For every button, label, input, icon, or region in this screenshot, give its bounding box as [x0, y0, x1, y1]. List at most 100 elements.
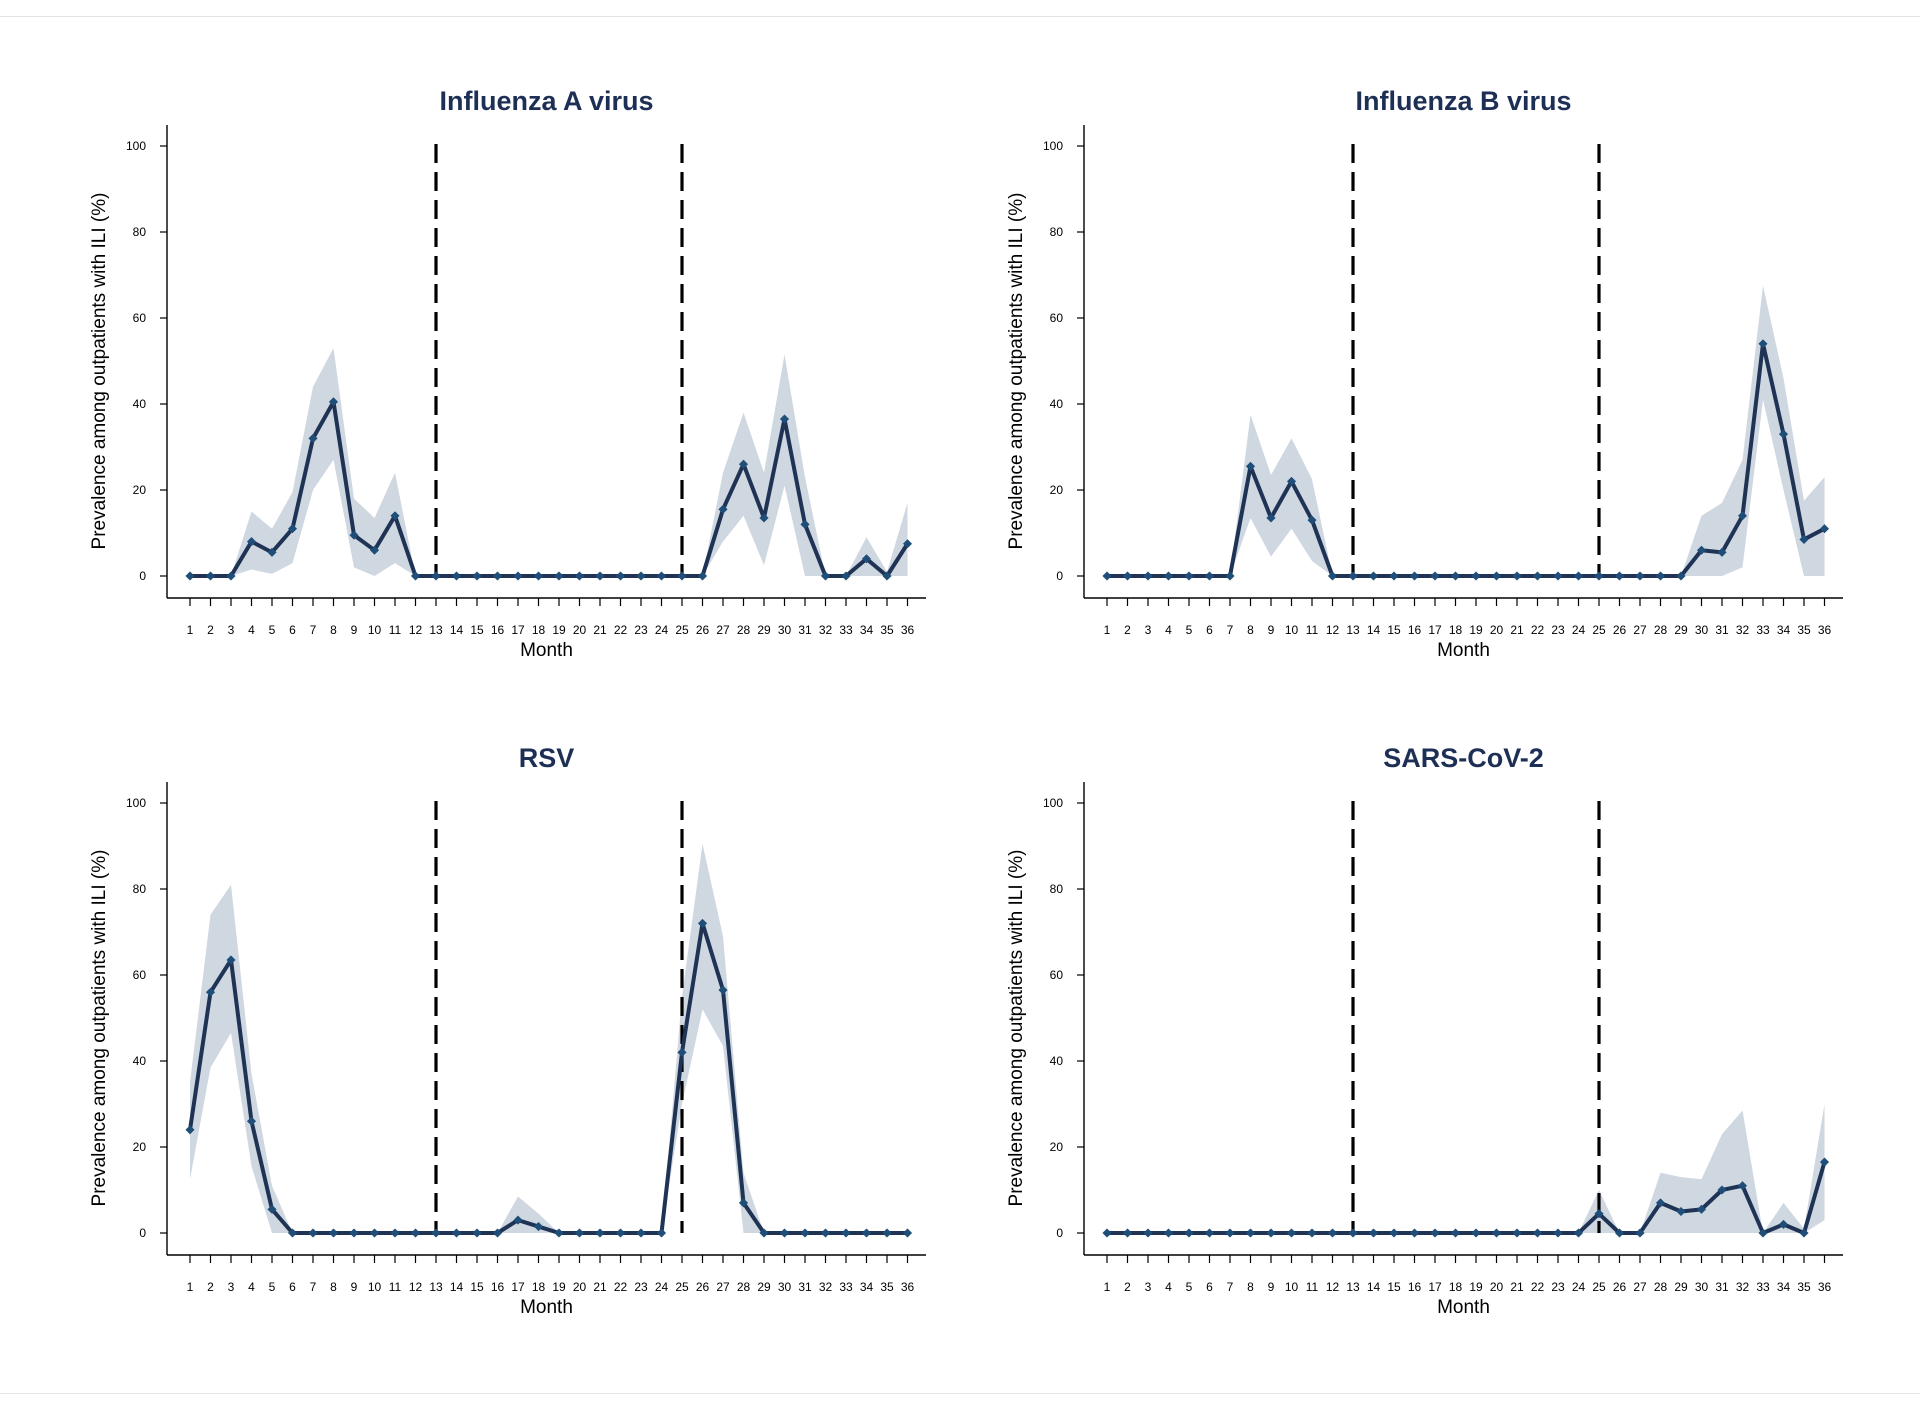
x-tick-label: 14	[1367, 623, 1381, 637]
x-tick-label: 31	[798, 623, 812, 637]
x-tick-label: 8	[1247, 623, 1254, 637]
x-tick-label: 18	[532, 1280, 546, 1294]
data-point-marker	[1327, 1228, 1338, 1238]
bottom-border-line	[0, 1393, 1920, 1394]
data-point-marker	[1594, 571, 1604, 581]
x-tick-label: 32	[819, 1280, 833, 1294]
data-point-marker	[369, 545, 380, 555]
x-tick-label: 2	[1124, 1280, 1131, 1294]
x-tick-label: 8	[1247, 1280, 1254, 1294]
x-tick-label: 22	[1531, 623, 1545, 637]
x-tick-label: 13	[429, 623, 443, 637]
x-tick-label: 6	[289, 1280, 296, 1294]
x-tick-label: 30	[778, 623, 792, 637]
x-tick-label: 23	[634, 623, 648, 637]
confidence-band	[190, 348, 908, 576]
x-tick-label: 15	[1387, 1280, 1401, 1294]
x-tick-label: 18	[1449, 623, 1463, 637]
data-point-marker	[841, 1228, 851, 1238]
y-tick-label: 40	[133, 397, 147, 411]
x-tick-label: 11	[1306, 623, 1319, 637]
data-point-marker	[1327, 571, 1338, 581]
x-tick-label: 6	[289, 623, 296, 637]
x-tick-label: 28	[1654, 1280, 1668, 1294]
data-point-marker	[574, 571, 585, 581]
data-point-marker	[697, 918, 708, 929]
x-axis-title: Month	[520, 640, 573, 661]
data-point-marker	[574, 1228, 585, 1238]
data-point-marker	[636, 1228, 646, 1238]
y-tick-label: 80	[1050, 882, 1064, 896]
x-tick-label: 9	[1268, 623, 1275, 637]
data-point-marker	[308, 1228, 318, 1238]
x-tick-label: 28	[1654, 623, 1668, 637]
y-tick-label: 40	[133, 1054, 147, 1068]
data-point-marker	[349, 1228, 359, 1238]
x-tick-label: 11	[389, 623, 402, 637]
data-point-marker	[1655, 571, 1666, 581]
data-point-marker	[267, 547, 277, 558]
data-point-marker	[431, 1228, 441, 1238]
x-tick-label: 29	[1674, 1280, 1688, 1294]
data-point-marker	[779, 1228, 790, 1238]
data-point-marker	[1368, 1228, 1379, 1238]
x-tick-label: 6	[1206, 1280, 1213, 1294]
x-tick-label: 25	[1592, 1280, 1606, 1294]
y-tick-label: 20	[1050, 1140, 1064, 1154]
x-tick-label: 25	[675, 623, 689, 637]
y-tick-label: 100	[1043, 139, 1063, 153]
data-point-marker	[1102, 1228, 1112, 1238]
x-tick-label: 29	[757, 1280, 771, 1294]
data-point-marker	[246, 1116, 257, 1126]
x-tick-label: 26	[696, 623, 710, 637]
data-point-marker	[451, 571, 462, 581]
x-tick-label: 17	[511, 623, 525, 637]
data-point-marker	[1635, 1228, 1645, 1238]
x-tick-label: 16	[1408, 623, 1422, 637]
data-point-marker	[267, 1204, 277, 1215]
x-tick-label: 27	[1633, 623, 1647, 637]
x-tick-label: 5	[1186, 623, 1193, 637]
data-point-marker	[615, 1228, 626, 1238]
y-tick-label: 0	[1056, 569, 1063, 583]
x-tick-label: 32	[1736, 623, 1750, 637]
y-tick-label: 100	[126, 796, 146, 810]
data-point-marker	[185, 1125, 195, 1135]
data-point-marker	[677, 1047, 687, 1058]
data-point-marker	[1389, 571, 1399, 581]
data-point-marker	[1307, 1228, 1317, 1238]
x-tick-label: 10	[368, 1280, 382, 1294]
data-point-marker	[1307, 515, 1317, 525]
x-tick-label: 35	[880, 623, 894, 637]
x-tick-label: 19	[552, 1280, 566, 1294]
data-point-marker	[820, 571, 831, 581]
x-tick-label: 14	[450, 1280, 464, 1294]
data-point-marker	[1245, 1228, 1256, 1238]
x-tick-label: 24	[1572, 623, 1586, 637]
y-tick-label: 40	[1050, 397, 1064, 411]
x-tick-label: 22	[614, 623, 628, 637]
x-tick-label: 26	[1613, 623, 1627, 637]
x-tick-label: 29	[757, 623, 771, 637]
data-point-marker	[656, 571, 667, 581]
x-tick-label: 29	[1674, 623, 1688, 637]
data-point-marker	[1266, 1228, 1276, 1238]
data-point-marker	[533, 571, 544, 581]
y-tick-label: 0	[139, 1226, 146, 1240]
x-tick-label: 3	[1145, 1280, 1152, 1294]
x-tick-label: 19	[1469, 623, 1483, 637]
x-tick-label: 34	[860, 1280, 874, 1294]
x-axis-title: Month	[1437, 640, 1490, 661]
data-point-marker	[1491, 1228, 1502, 1238]
data-point-marker	[718, 504, 728, 515]
data-point-marker	[902, 1228, 913, 1238]
x-tick-label: 33	[1756, 623, 1770, 637]
data-point-marker	[1286, 476, 1297, 487]
data-point-marker	[205, 571, 216, 581]
data-point-marker	[1163, 571, 1174, 581]
data-point-marker	[1696, 545, 1707, 555]
data-point-marker	[513, 1215, 523, 1225]
data-point-marker	[1430, 571, 1440, 581]
